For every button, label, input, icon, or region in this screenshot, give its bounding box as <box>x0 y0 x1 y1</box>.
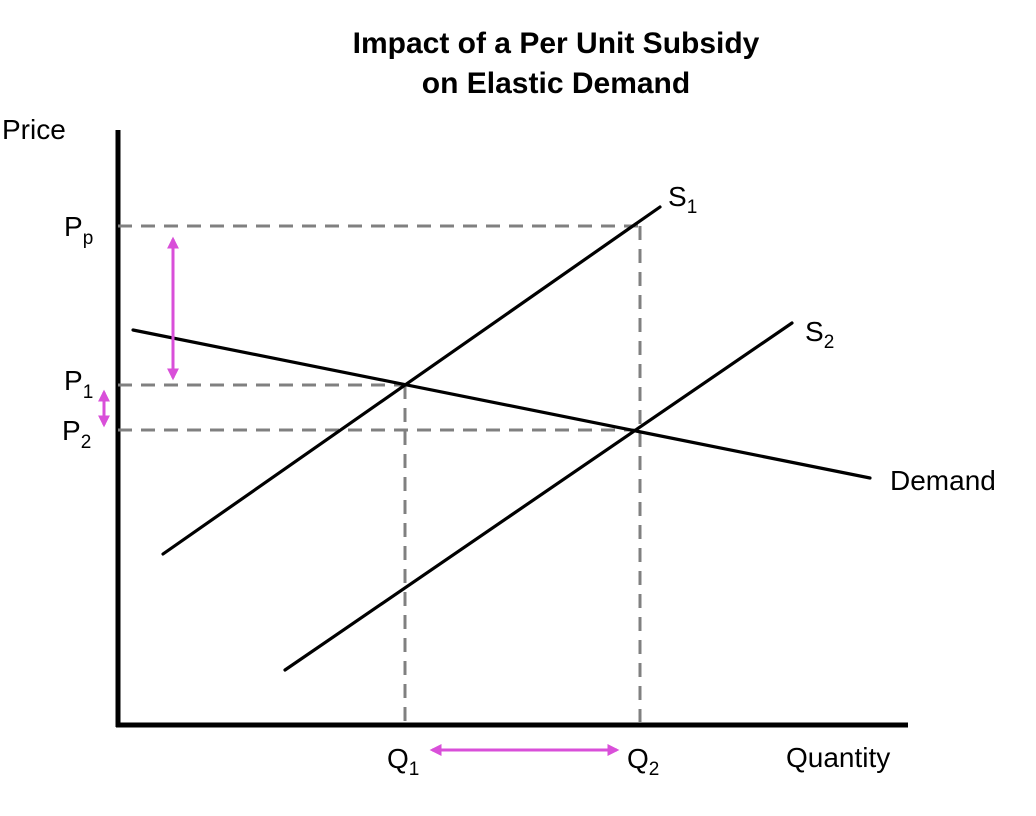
supply-curve-s1 <box>161 205 662 556</box>
q2-label: Q2 <box>627 743 659 780</box>
q1-label: Q1 <box>387 743 419 780</box>
supply-curve-s2 <box>283 321 794 672</box>
s2-label: S2 <box>805 316 834 353</box>
p1-label: P1 <box>64 365 93 403</box>
y-axis-label: Price <box>2 114 66 145</box>
title-line-1: Impact of a Per Unit Subsidy <box>353 27 760 60</box>
demand-label: Demand <box>890 465 996 496</box>
pp-label: Pp <box>64 211 93 249</box>
x-axis-label: Quantity <box>786 742 890 773</box>
demand-curve <box>131 328 872 480</box>
title-line-2: on Elastic Demand <box>422 67 690 100</box>
s1-label: S1 <box>668 181 697 218</box>
p2-label: P2 <box>62 415 91 453</box>
